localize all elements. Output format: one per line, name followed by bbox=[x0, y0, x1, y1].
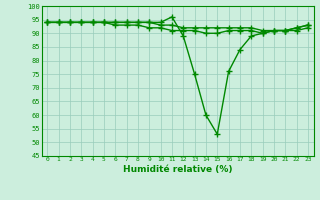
X-axis label: Humidité relative (%): Humidité relative (%) bbox=[123, 165, 232, 174]
